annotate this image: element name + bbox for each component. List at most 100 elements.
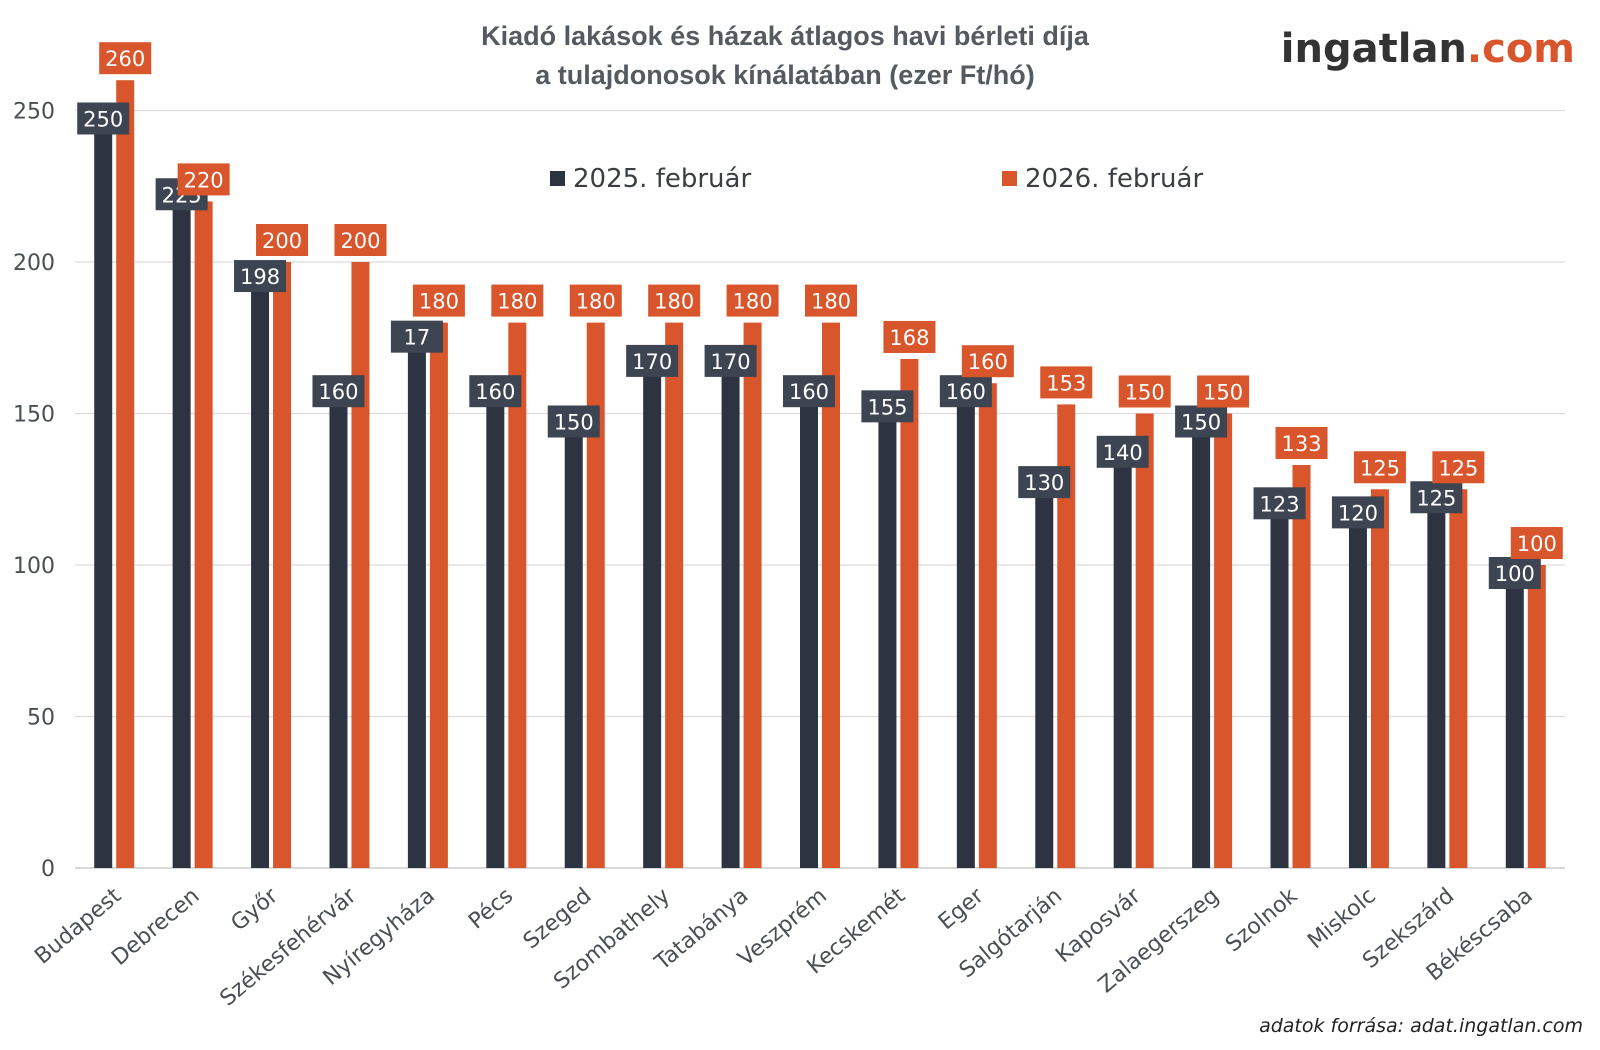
data-label-box	[334, 224, 387, 256]
data-label-text: 17	[404, 326, 431, 350]
y-tick-label: 250	[13, 100, 55, 125]
bar-2025	[1192, 413, 1211, 868]
data-label-box	[256, 224, 309, 256]
data-label-text: 180	[497, 290, 537, 314]
bar-2026	[194, 201, 213, 868]
y-axis-ticks: 0 50 100 150 200 250	[13, 100, 55, 883]
data-label-text: 150	[1203, 381, 1243, 405]
data-label-text: 100	[1495, 562, 1535, 586]
data-label-text: 120	[1338, 501, 1378, 525]
data-label-box	[1253, 487, 1306, 520]
bar-2025	[172, 186, 191, 868]
data-label-box	[1096, 435, 1149, 468]
bar-2026	[351, 262, 370, 868]
data-label-2025: 160	[312, 375, 365, 408]
data-label-text: 160	[318, 380, 358, 404]
legend-swatch-2025	[550, 171, 565, 186]
data-label-box	[177, 163, 230, 196]
bar-2025	[643, 352, 662, 868]
data-label-2026: 180	[491, 284, 544, 317]
data-label-text: 150	[554, 411, 594, 435]
bar-2026	[1449, 489, 1468, 868]
bar-2026	[1527, 565, 1546, 868]
chart-title-line2: a tulajdonosok kínálatában (ezer Ft/hó)	[535, 60, 1035, 90]
data-label-box	[390, 320, 443, 353]
bar-2026	[822, 322, 840, 869]
bar-2025	[329, 383, 348, 868]
data-label-2026: 180	[412, 284, 465, 317]
data-label-2025: 170	[704, 344, 757, 377]
data-label-box	[1118, 375, 1171, 408]
data-label-box	[1432, 451, 1485, 484]
data-label-2025: 198	[234, 260, 287, 293]
data-label-text: 180	[576, 290, 616, 314]
data-label-box	[99, 42, 152, 75]
data-label-text: 180	[811, 290, 851, 314]
legend: 2025. február 2026. február	[550, 164, 1203, 194]
chart-title-line1: Kiadó lakások és házak átlagos havi bérl…	[481, 21, 1090, 51]
data-label-2026: 180	[648, 284, 701, 317]
bar-2025	[486, 383, 505, 868]
data-label-text: 170	[711, 350, 751, 374]
bar-2025	[251, 268, 270, 868]
data-label-box	[1275, 427, 1328, 460]
data-label-2026: 180	[569, 284, 622, 317]
data-label-text: 140	[1103, 441, 1143, 465]
bar-2025	[1427, 489, 1446, 868]
bar-2025	[721, 352, 740, 868]
data-label-text: 100	[1517, 532, 1557, 556]
data-label-box	[805, 284, 857, 317]
bar-2026	[900, 358, 919, 868]
brand-logo-part2: .com	[1467, 26, 1575, 72]
data-label-text: 150	[1125, 381, 1165, 405]
data-label-text: 180	[419, 290, 459, 314]
bar-2026	[1214, 413, 1233, 868]
y-tick-label: 150	[13, 403, 55, 428]
data-label-text: 250	[83, 108, 123, 132]
bar-2026	[1292, 465, 1311, 868]
bar-2026	[1057, 404, 1076, 868]
data-label-box	[491, 284, 544, 317]
bar-2025	[564, 413, 583, 868]
bar-2025	[94, 110, 113, 868]
data-labels: 2502602252201982001602001718016018015018…	[77, 42, 1563, 589]
data-label-box	[569, 284, 622, 317]
data-label-box	[77, 102, 130, 135]
data-label-box	[1353, 451, 1406, 484]
data-label-2026: 260	[99, 42, 152, 75]
data-label-box	[1175, 405, 1228, 438]
bar-2025	[1505, 565, 1524, 868]
data-label-text: 220	[184, 168, 224, 192]
data-label-box	[939, 375, 992, 408]
data-label-box	[1331, 496, 1384, 529]
data-label-text: 123	[1259, 492, 1299, 516]
data-label-box	[883, 320, 936, 353]
bar-2026	[1135, 413, 1154, 868]
data-label-text: 125	[1438, 456, 1478, 480]
data-label-2026: 220	[177, 163, 230, 196]
legend-label-2025: 2025. február	[573, 164, 751, 194]
data-label-box	[312, 375, 365, 408]
data-label-text: 160	[789, 380, 829, 404]
data-label-box	[704, 344, 757, 377]
data-label-2025: 125	[1410, 481, 1463, 514]
bar-2025	[878, 398, 897, 868]
data-label-2025: 150	[547, 405, 600, 438]
bars	[94, 80, 1546, 869]
data-label-box	[626, 344, 679, 377]
brand-logo: ingatlan.com	[1281, 26, 1575, 72]
data-label-2025: 160	[469, 375, 522, 408]
data-label-text: 133	[1281, 432, 1321, 456]
data-label-box	[1040, 366, 1093, 399]
data-label-box	[1510, 527, 1563, 559]
data-label-text: 125	[1360, 456, 1400, 480]
data-label-2025: 170	[626, 344, 679, 377]
bar-2026	[273, 262, 292, 868]
data-label-2025: 140	[1096, 435, 1149, 468]
bar-2025	[407, 328, 426, 868]
bar-2026	[586, 322, 605, 869]
data-label-2026: 200	[334, 224, 387, 256]
data-label-2026: 125	[1432, 451, 1485, 484]
grid-lines	[75, 109, 1565, 869]
